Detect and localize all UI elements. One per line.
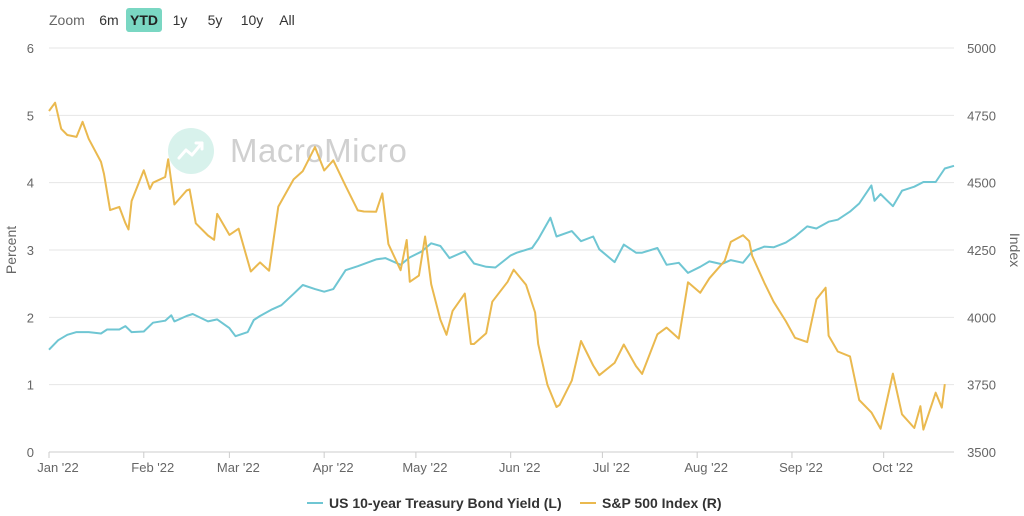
x-tick-label: Jul '22 xyxy=(593,460,630,475)
x-tick-label: Feb '22 xyxy=(131,460,174,475)
y-tick-label-right: 3750 xyxy=(967,378,996,393)
y-tick-label-left: 5 xyxy=(27,108,34,123)
grid-lines xyxy=(49,47,954,453)
y-tick-label-left: 6 xyxy=(27,41,34,56)
zoom-6m-button[interactable]: 6m xyxy=(99,12,119,28)
chart-area[interactable]: 0 1 2 3 4 5 6 3500 3750 4000 4250 4500 4750 5000 Jan… xyxy=(0,0,1024,490)
y-tick-label-left: 3 xyxy=(27,243,34,258)
y-axis-right: 3500 3750 4000 4250 4500 4750 5000 xyxy=(967,41,996,460)
series-line-sp500 xyxy=(48,101,946,431)
zoom-all-button[interactable]: All xyxy=(279,12,295,28)
x-tick-label: Oct '22 xyxy=(872,460,913,475)
legend-swatch-treasury-yield xyxy=(307,502,323,505)
y-tick-label-left: 0 xyxy=(27,445,34,460)
y-tick-label-left: 2 xyxy=(27,310,34,325)
series-layer xyxy=(48,101,955,431)
legend: US 10-year Treasury Bond Yield (L) S&P 5… xyxy=(0,494,1024,514)
y-tick-label-left: 4 xyxy=(27,176,34,191)
y-axis-left: 0 1 2 3 4 5 6 xyxy=(27,41,34,460)
y-axis-left-label: Percent xyxy=(3,226,19,274)
zoom-1y-button[interactable]: 1y xyxy=(172,12,188,28)
x-axis: Jan '22 Feb '22 Mar '22 Apr '22 May '22 Jun '… xyxy=(37,452,913,475)
x-tick-label: Jan '22 xyxy=(37,460,79,475)
zoom-label: Zoom xyxy=(49,12,85,28)
y-tick-label-right: 4500 xyxy=(967,176,996,191)
series-line-treasury-yield xyxy=(48,164,955,351)
y-tick-label-right: 3500 xyxy=(967,445,996,460)
legend-swatch-sp500 xyxy=(580,502,596,505)
x-tick-label: Jun '22 xyxy=(499,460,541,475)
zoom-10y-button[interactable]: 10y xyxy=(240,12,264,28)
x-tick-label: Mar '22 xyxy=(217,460,260,475)
x-tick-label: May '22 xyxy=(402,460,447,475)
legend-item-sp500[interactable]: S&P 500 Index (R) xyxy=(580,494,722,512)
zoom-ytd-button[interactable]: YTD xyxy=(126,8,162,32)
legend-label-treasury-yield: US 10-year Treasury Bond Yield (L) xyxy=(329,495,562,511)
x-tick-label: Aug '22 xyxy=(684,460,728,475)
legend-label-sp500: S&P 500 Index (R) xyxy=(602,495,722,511)
y-tick-label-right: 4000 xyxy=(967,310,996,325)
x-tick-label: Sep '22 xyxy=(779,460,823,475)
zoom-5y-button[interactable]: 5y xyxy=(207,12,223,28)
legend-item-treasury-yield[interactable]: US 10-year Treasury Bond Yield (L) xyxy=(307,494,562,512)
y-axis-right-label: Index xyxy=(1007,233,1023,267)
y-tick-label-right: 5000 xyxy=(967,41,996,56)
y-tick-label-right: 4750 xyxy=(967,108,996,123)
y-tick-label-left: 1 xyxy=(27,378,34,393)
y-tick-label-right: 4250 xyxy=(967,243,996,258)
x-tick-label: Apr '22 xyxy=(313,460,354,475)
